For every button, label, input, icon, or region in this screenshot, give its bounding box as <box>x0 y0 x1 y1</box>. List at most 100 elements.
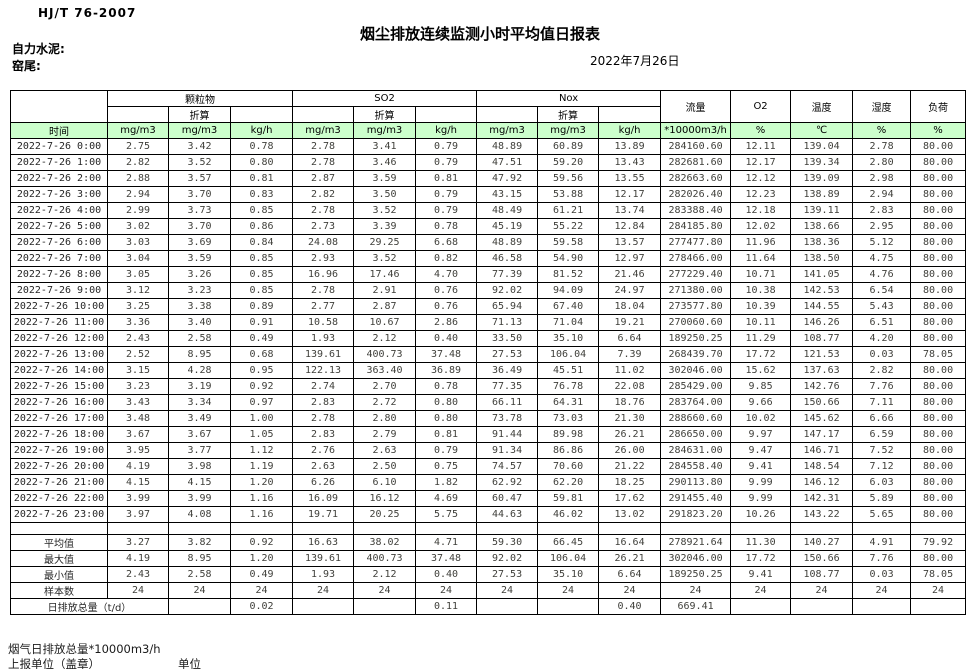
value-cell: 22.08 <box>598 378 662 395</box>
value-cell: 3.23 <box>107 378 169 395</box>
value-cell: 19.21 <box>598 314 662 331</box>
table-row: 2022-7-26 17:00 3.48 3.49 1.00 2.78 2.80 0.80 7… <box>10 410 967 427</box>
value-cell: 3.70 <box>168 186 231 203</box>
value-cell: 3.26 <box>168 266 231 283</box>
table-row: 2022-7-26 15:00 3.23 3.19 0.92 2.74 2.70 0.78 7… <box>10 378 967 395</box>
value-cell: 16.96 <box>292 266 355 283</box>
summary-value-cell: 80.00 <box>910 550 967 567</box>
summary-value-cell: 3.82 <box>168 534 231 551</box>
summary-value-cell: 4.91 <box>852 534 912 551</box>
daily-total-cell <box>292 598 355 615</box>
value-cell: 139.11 <box>790 202 854 219</box>
standard-code: HJ/T 76-2007 <box>38 6 137 20</box>
value-cell: 139.61 <box>292 346 355 363</box>
value-cell: 2.77 <box>292 298 355 315</box>
summary-value-cell: 302046.00 <box>660 550 732 567</box>
value-cell: 21.22 <box>598 458 662 475</box>
summary-value-cell: 66.45 <box>537 534 600 551</box>
converted-label-nox: 折算 <box>537 106 600 123</box>
daily-total-cell <box>537 598 600 615</box>
value-cell: 80.00 <box>910 410 967 427</box>
value-cell: 3.73 <box>168 202 231 219</box>
blank-cell <box>476 522 539 535</box>
value-cell: 59.81 <box>537 490 600 507</box>
value-cell: 64.31 <box>537 394 600 411</box>
value-cell: 146.12 <box>790 474 854 491</box>
blank-cell <box>229 106 294 123</box>
value-cell: 2.88 <box>107 170 169 187</box>
value-cell: 2.63 <box>353 442 417 459</box>
table-row: 2022-7-26 13:00 2.52 8.95 0.68 139.61 400.73 3… <box>10 346 967 363</box>
blank-cell <box>910 522 967 535</box>
company-label: 自力水泥: <box>12 42 65 56</box>
value-cell: 285429.00 <box>660 378 732 395</box>
value-cell: 0.78 <box>415 218 478 235</box>
value-cell: 148.54 <box>790 458 854 475</box>
summary-value-cell: 92.02 <box>476 550 539 567</box>
value-cell: 2.87 <box>292 170 355 187</box>
value-cell: 122.13 <box>292 362 355 379</box>
summary-value-cell: 24 <box>790 582 854 599</box>
table-row: 2022-7-26 19:00 3.95 3.77 1.12 2.76 2.63 0.79 9… <box>10 442 967 459</box>
summary-value-cell: 27.53 <box>476 566 539 583</box>
value-cell: 2.78 <box>292 410 355 427</box>
value-cell: 0.76 <box>415 282 478 299</box>
value-cell: 80.00 <box>910 330 967 347</box>
table-row: 2022-7-26 6:00 3.03 3.69 0.84 24.08 29.25 6.68… <box>10 234 967 251</box>
value-cell: 147.17 <box>790 426 854 443</box>
value-cell: 2.82 <box>292 186 355 203</box>
time-cell: 2022-7-26 19:00 <box>10 442 108 459</box>
value-cell: 2.78 <box>292 138 355 155</box>
summary-value-cell: 2.58 <box>168 566 231 583</box>
value-cell: 0.79 <box>415 138 478 155</box>
value-cell: 12.97 <box>598 250 662 267</box>
value-cell: 288660.60 <box>660 410 732 427</box>
daily-total-cell: 0.02 <box>229 598 294 615</box>
value-cell: 6.68 <box>415 234 478 251</box>
value-cell: 92.02 <box>476 282 539 299</box>
table-row: 2022-7-26 3:00 2.94 3.70 0.83 2.82 3.50 0.79 43… <box>10 186 967 203</box>
value-cell: 0.81 <box>415 426 478 443</box>
unit-header: mg/m3 <box>107 122 169 139</box>
summary-value-cell: 16.64 <box>598 534 662 551</box>
value-cell: 55.22 <box>537 218 600 235</box>
value-cell: 80.00 <box>910 490 967 507</box>
value-cell: 71.04 <box>537 314 600 331</box>
value-cell: 2.80 <box>353 410 417 427</box>
summary-row: 最小值 2.43 2.58 0.49 1.93 2.12 0.40 27.53 35.10 6.6… <box>10 566 967 583</box>
summary-value-cell: 278921.64 <box>660 534 732 551</box>
value-cell: 13.89 <box>598 138 662 155</box>
section-label: 窑尾: <box>12 59 41 73</box>
daily-total-cell <box>353 598 417 615</box>
summary-value-cell: 9.41 <box>730 566 792 583</box>
report-date: 2022年7月26日 <box>590 54 680 68</box>
value-cell: 3.41 <box>353 138 417 155</box>
value-cell: 3.19 <box>168 378 231 395</box>
value-cell: 43.15 <box>476 186 539 203</box>
value-cell: 0.40 <box>415 330 478 347</box>
value-cell: 16.12 <box>353 490 417 507</box>
value-cell: 18.76 <box>598 394 662 411</box>
table-row: 2022-7-26 16:00 3.43 3.34 0.97 2.83 2.72 0.80 6… <box>10 394 967 411</box>
value-cell: 2.75 <box>107 138 169 155</box>
value-cell: 273577.80 <box>660 298 732 315</box>
value-cell: 0.81 <box>415 170 478 187</box>
value-cell: 3.25 <box>107 298 169 315</box>
flow-total-note: 烟气日排放总量*10000m3/h <box>8 642 161 656</box>
value-cell: 33.50 <box>476 330 539 347</box>
value-cell: 59.56 <box>537 170 600 187</box>
value-cell: 4.75 <box>852 250 912 267</box>
value-cell: 268439.70 <box>660 346 732 363</box>
value-cell: 2.73 <box>292 218 355 235</box>
time-cell: 2022-7-26 10:00 <box>10 298 108 315</box>
value-cell: 3.34 <box>168 394 231 411</box>
value-cell: 73.78 <box>476 410 539 427</box>
value-cell: 7.76 <box>852 378 912 395</box>
value-cell: 141.05 <box>790 266 854 283</box>
group-o2: O2 <box>730 90 792 123</box>
value-cell: 138.50 <box>790 250 854 267</box>
blank-cell <box>537 522 600 535</box>
value-cell: 0.85 <box>229 266 294 283</box>
value-cell: 13.02 <box>598 506 662 523</box>
value-cell: 1.16 <box>229 506 294 523</box>
